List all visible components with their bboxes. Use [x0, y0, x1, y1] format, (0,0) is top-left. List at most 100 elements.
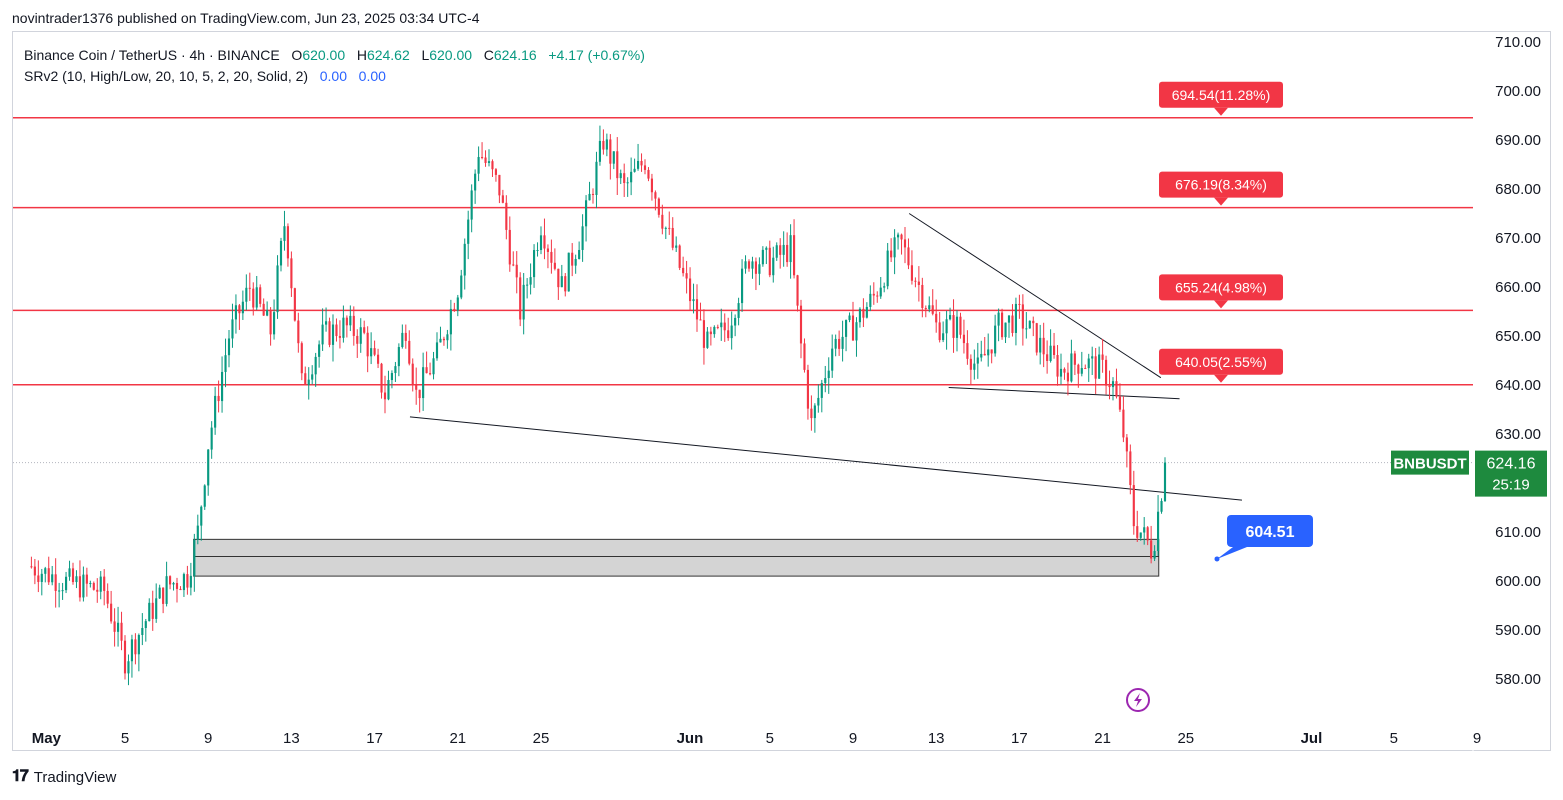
candle[interactable]: [376, 354, 380, 364]
candle[interactable]: [886, 250, 889, 287]
candle[interactable]: [85, 574, 88, 584]
candle[interactable]: [862, 308, 865, 318]
candle[interactable]: [508, 229, 511, 265]
candle[interactable]: [928, 305, 931, 310]
candle[interactable]: [113, 621, 116, 632]
candle[interactable]: [168, 576, 172, 585]
candle[interactable]: [207, 449, 210, 486]
candle[interactable]: [896, 234, 900, 238]
candle[interactable]: [643, 165, 647, 170]
candle[interactable]: [92, 583, 95, 590]
candle[interactable]: [64, 576, 68, 591]
candle[interactable]: [515, 264, 518, 278]
candle[interactable]: [324, 321, 328, 325]
candle[interactable]: [290, 258, 293, 289]
level-callout[interactable]: 655.24(4.98%): [1159, 274, 1283, 309]
candle[interactable]: [189, 575, 192, 588]
candle[interactable]: [252, 288, 255, 308]
candle[interactable]: [1063, 368, 1066, 373]
candle[interactable]: [89, 583, 92, 585]
candle[interactable]: [1032, 320, 1035, 324]
candle[interactable]: [453, 308, 456, 311]
candle[interactable]: [931, 305, 934, 314]
candle[interactable]: [318, 344, 321, 357]
candle[interactable]: [241, 301, 244, 314]
candle[interactable]: [945, 319, 948, 334]
candle[interactable]: [727, 330, 730, 339]
candle[interactable]: [307, 379, 310, 385]
candle[interactable]: [33, 566, 36, 576]
candle[interactable]: [1108, 385, 1111, 388]
candle[interactable]: [304, 373, 307, 385]
candle[interactable]: [383, 392, 387, 400]
candle[interactable]: [404, 332, 407, 341]
candle[interactable]: [474, 173, 477, 191]
candle[interactable]: [293, 288, 296, 321]
candle[interactable]: [730, 325, 733, 339]
candle[interactable]: [286, 226, 290, 259]
candle[interactable]: [106, 590, 109, 604]
candle[interactable]: [581, 226, 584, 250]
candle[interactable]: [220, 371, 224, 402]
candle[interactable]: [1073, 353, 1076, 365]
candle[interactable]: [1125, 437, 1128, 452]
candle[interactable]: [501, 195, 504, 203]
candle[interactable]: [640, 160, 643, 166]
candle[interactable]: [609, 139, 612, 164]
candle[interactable]: [990, 349, 993, 354]
candle[interactable]: [238, 305, 241, 314]
candle[interactable]: [103, 576, 106, 591]
candle[interactable]: [838, 338, 841, 349]
candle[interactable]: [820, 383, 823, 398]
candle[interactable]: [1094, 356, 1097, 379]
candle[interactable]: [834, 338, 837, 349]
candle[interactable]: [921, 284, 924, 309]
candle[interactable]: [969, 358, 972, 370]
candle[interactable]: [134, 639, 137, 655]
candle[interactable]: [321, 324, 324, 345]
candle[interactable]: [844, 320, 848, 337]
candle[interactable]: [803, 343, 806, 370]
candle[interactable]: [54, 574, 57, 591]
candle[interactable]: [657, 198, 660, 215]
candle[interactable]: [841, 336, 844, 349]
candle[interactable]: [477, 156, 480, 174]
candle[interactable]: [685, 273, 688, 279]
candle[interactable]: [792, 235, 796, 276]
candle[interactable]: [1070, 353, 1073, 382]
candle[interactable]: [137, 634, 140, 655]
candle[interactable]: [75, 576, 78, 583]
candle[interactable]: [1087, 358, 1090, 369]
trendline[interactable]: [409, 416, 1243, 501]
candle[interactable]: [671, 227, 674, 248]
candle[interactable]: [720, 322, 723, 328]
candle[interactable]: [612, 151, 615, 164]
target-callout[interactable]: [1227, 514, 1313, 547]
candle[interactable]: [1080, 368, 1083, 374]
candle[interactable]: [179, 588, 182, 591]
candle[interactable]: [498, 174, 501, 196]
candle[interactable]: [352, 315, 355, 336]
candle[interactable]: [564, 276, 567, 292]
candle[interactable]: [817, 397, 820, 406]
candle[interactable]: [51, 574, 54, 583]
candle[interactable]: [903, 239, 907, 248]
candle[interactable]: [786, 244, 789, 263]
candle[interactable]: [428, 373, 432, 375]
level-callout[interactable]: 694.54(11.28%): [1159, 81, 1283, 116]
chart-frame[interactable]: 694.54(11.28%) 676.19(8.34%) 655.24(4.98%)…: [12, 31, 1551, 752]
candle[interactable]: [938, 322, 941, 341]
candle[interactable]: [467, 219, 470, 244]
candle[interactable]: [740, 268, 744, 304]
candle[interactable]: [123, 640, 127, 674]
candle[interactable]: [526, 284, 529, 286]
candle[interactable]: [435, 342, 439, 359]
candle[interactable]: [110, 603, 113, 622]
candle[interactable]: [619, 173, 622, 179]
candle[interactable]: [328, 321, 331, 345]
candle[interactable]: [272, 312, 276, 335]
candle[interactable]: [706, 331, 709, 348]
candle[interactable]: [210, 427, 213, 450]
candle[interactable]: [141, 628, 144, 635]
support-zone[interactable]: [193, 538, 1160, 577]
